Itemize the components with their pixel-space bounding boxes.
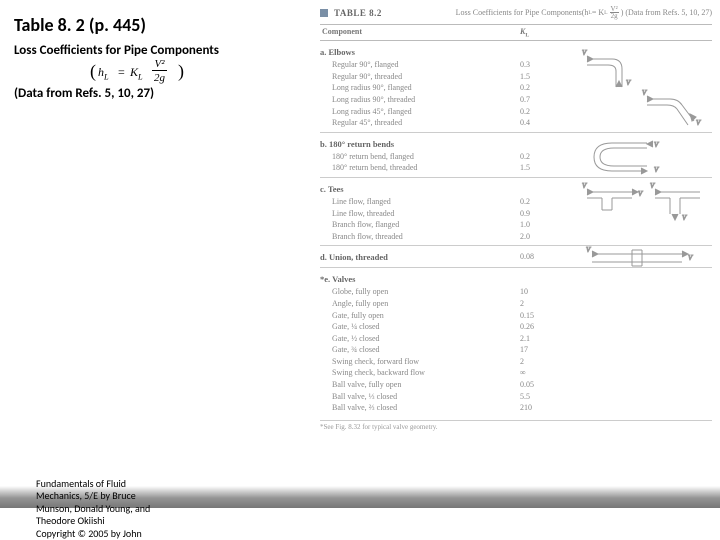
section-elbows: a. Elbows Regular 90°, flanged0.3 Regula…	[320, 47, 712, 133]
main-title: Table 8. 2 (p. 445)	[14, 14, 319, 36]
section-valves: *e. Valves Globe, fully open10 Angle, fu…	[320, 274, 712, 414]
footer-credits: Fundamentals of Fluid Mechanics, 5/E by …	[36, 478, 196, 540]
table-desc: Loss Coefficients for Pipe Components (h…	[456, 6, 712, 20]
left-column: Table 8. 2 (p. 445) Loss Coefficients fo…	[14, 14, 319, 101]
table-header-row: TABLE 8.2 Loss Coefficients for Pipe Com…	[320, 6, 712, 20]
column-headers: Component KL	[320, 24, 712, 42]
table-row: Globe, fully open10	[320, 286, 712, 298]
tee-diagrams: V V V V	[582, 184, 702, 246]
formula: ( hL = KL V²2g )	[90, 60, 319, 84]
svg-text:V: V	[688, 254, 693, 262]
square-icon	[320, 9, 328, 17]
svg-text:V: V	[642, 89, 647, 97]
table-row: Ball valve, ⅓ closed5.5	[320, 391, 712, 403]
col-kl: KL	[520, 27, 570, 39]
table-row: Angle, fully open2	[320, 298, 712, 310]
table-row: Gate, ¾ closed17	[320, 344, 712, 356]
table-row: Ball valve, ⅔ closed210	[320, 402, 712, 414]
union-diagram: V V	[582, 248, 702, 272]
table-row: Ball valve, fully open0.05	[320, 379, 712, 391]
col-component: Component	[320, 27, 520, 39]
section-return-bends: b. 180° return bends 180° return bend, f…	[320, 139, 712, 178]
section-tees: c. Tees Line flow, flanged0.2 Line flow,…	[320, 184, 712, 246]
return-bend-diagram: V V	[582, 135, 702, 182]
table-row: Gate, ¼ closed0.26	[320, 321, 712, 333]
table-8-2: TABLE 8.2 Loss Coefficients for Pipe Com…	[320, 6, 712, 431]
table-label: TABLE 8.2	[334, 8, 382, 18]
table-row: Swing check, backward flow∞	[320, 367, 712, 379]
svg-text:V: V	[650, 182, 655, 190]
svg-text:V: V	[626, 79, 631, 87]
svg-text:V: V	[638, 190, 643, 198]
footnote: *See Fig. 8.32 for typical valve geometr…	[320, 420, 712, 431]
svg-text:V: V	[682, 214, 687, 222]
svg-text:V: V	[582, 182, 587, 190]
svg-text:V: V	[696, 119, 701, 127]
svg-text:V: V	[654, 166, 659, 174]
svg-text:V: V	[586, 246, 591, 254]
refs: (Data from Refs. 5, 10, 27)	[14, 86, 319, 101]
svg-text:V: V	[582, 49, 587, 57]
section-union: d. Union, threaded 0.08 V V	[320, 252, 712, 268]
elbow-diagrams: V V V V	[582, 49, 702, 131]
table-row: Gate, ½ closed2.1	[320, 333, 712, 345]
table-row: Swing check, forward flow2	[320, 356, 712, 368]
table-row: Gate, fully open0.15	[320, 310, 712, 322]
svg-text:V: V	[654, 141, 659, 149]
